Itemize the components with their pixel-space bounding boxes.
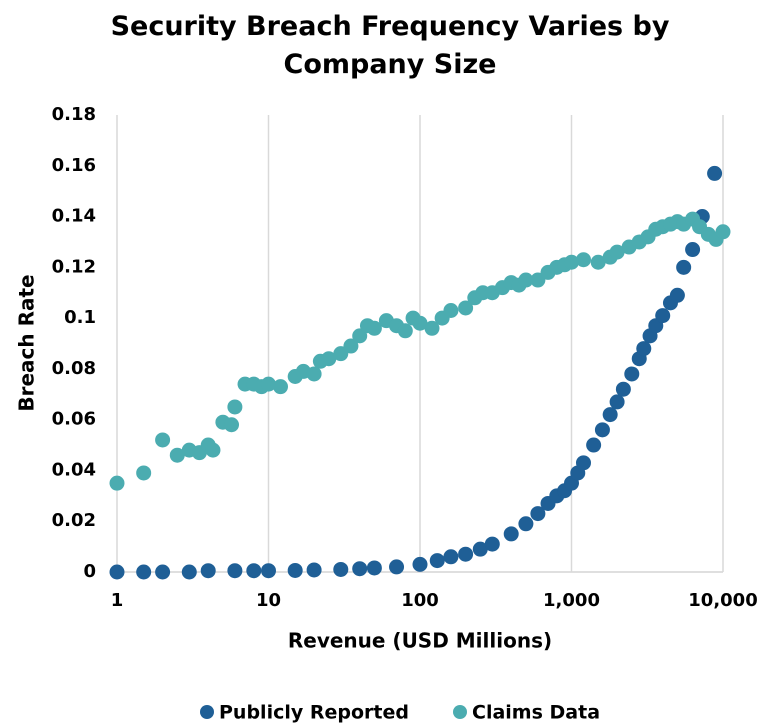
point [602,407,618,423]
point [586,437,602,453]
legend-marker [453,705,467,719]
point [636,341,652,357]
x-tick-label: 1,000 [543,590,600,611]
point [676,259,692,275]
point [518,272,534,288]
point [366,320,382,336]
point [458,300,474,316]
legend-marker [200,705,214,719]
point [205,442,221,458]
point [429,553,445,569]
point [590,254,606,270]
y-tick-label: 0.14 [52,206,96,227]
point [669,287,685,303]
point [343,338,359,354]
point [624,366,640,382]
x-tick-label: 100 [401,590,439,611]
y-tick-label: 0.16 [52,155,96,176]
point [594,422,610,438]
x-tick-label: 10,000 [688,590,757,611]
point [458,546,474,562]
y-tick-label: 0.06 [52,409,96,430]
y-axis-title: Breach Rate [15,274,39,411]
point [181,564,197,580]
point [246,563,262,579]
point [227,563,243,579]
point [321,351,337,367]
point [224,417,240,433]
point [397,323,413,339]
point [472,541,488,557]
point [169,447,185,463]
point [109,475,125,491]
point [609,244,625,260]
point [424,320,440,336]
point [200,563,216,579]
point [443,302,459,318]
y-tick-label: 0 [83,561,96,582]
x-axis-title: Revenue (USD Millions) [288,629,552,653]
point [306,562,322,578]
point [503,526,519,542]
chart-title: Security Breach Frequency Varies by Comp… [110,11,670,80]
point [352,328,368,344]
point [272,379,288,395]
point [261,563,276,579]
point [333,561,349,577]
point [287,562,303,578]
point [136,564,152,580]
point [389,559,405,575]
point [136,465,152,481]
point [443,549,459,565]
point [109,564,125,580]
y-tick-label: 0.04 [52,459,96,480]
y-tick-label: 0.08 [52,358,96,379]
point [352,561,368,577]
y-tick-label: 0.1 [64,307,96,328]
point [227,399,243,415]
point [306,366,322,382]
point [564,254,579,270]
point [530,506,546,522]
point [575,455,591,471]
legend-label: Claims Data [472,702,600,724]
legend-label: Publicly Reported [219,702,409,724]
point [366,560,382,576]
point [484,536,500,552]
x-tick-label: 1 [111,590,124,611]
point [685,242,701,258]
point [615,381,631,397]
point [715,224,731,240]
x-tick-label: 10 [256,590,281,611]
point [412,315,428,331]
point [609,394,625,410]
point [261,376,276,392]
point [412,556,428,572]
y-tick-label: 0.12 [52,256,96,277]
point [518,516,534,532]
y-tick-label: 0.02 [52,510,96,531]
point [155,432,171,448]
point [575,252,591,268]
y-tick-label: 0.18 [52,104,96,125]
point [655,308,671,324]
point [155,564,171,580]
point [707,165,723,181]
